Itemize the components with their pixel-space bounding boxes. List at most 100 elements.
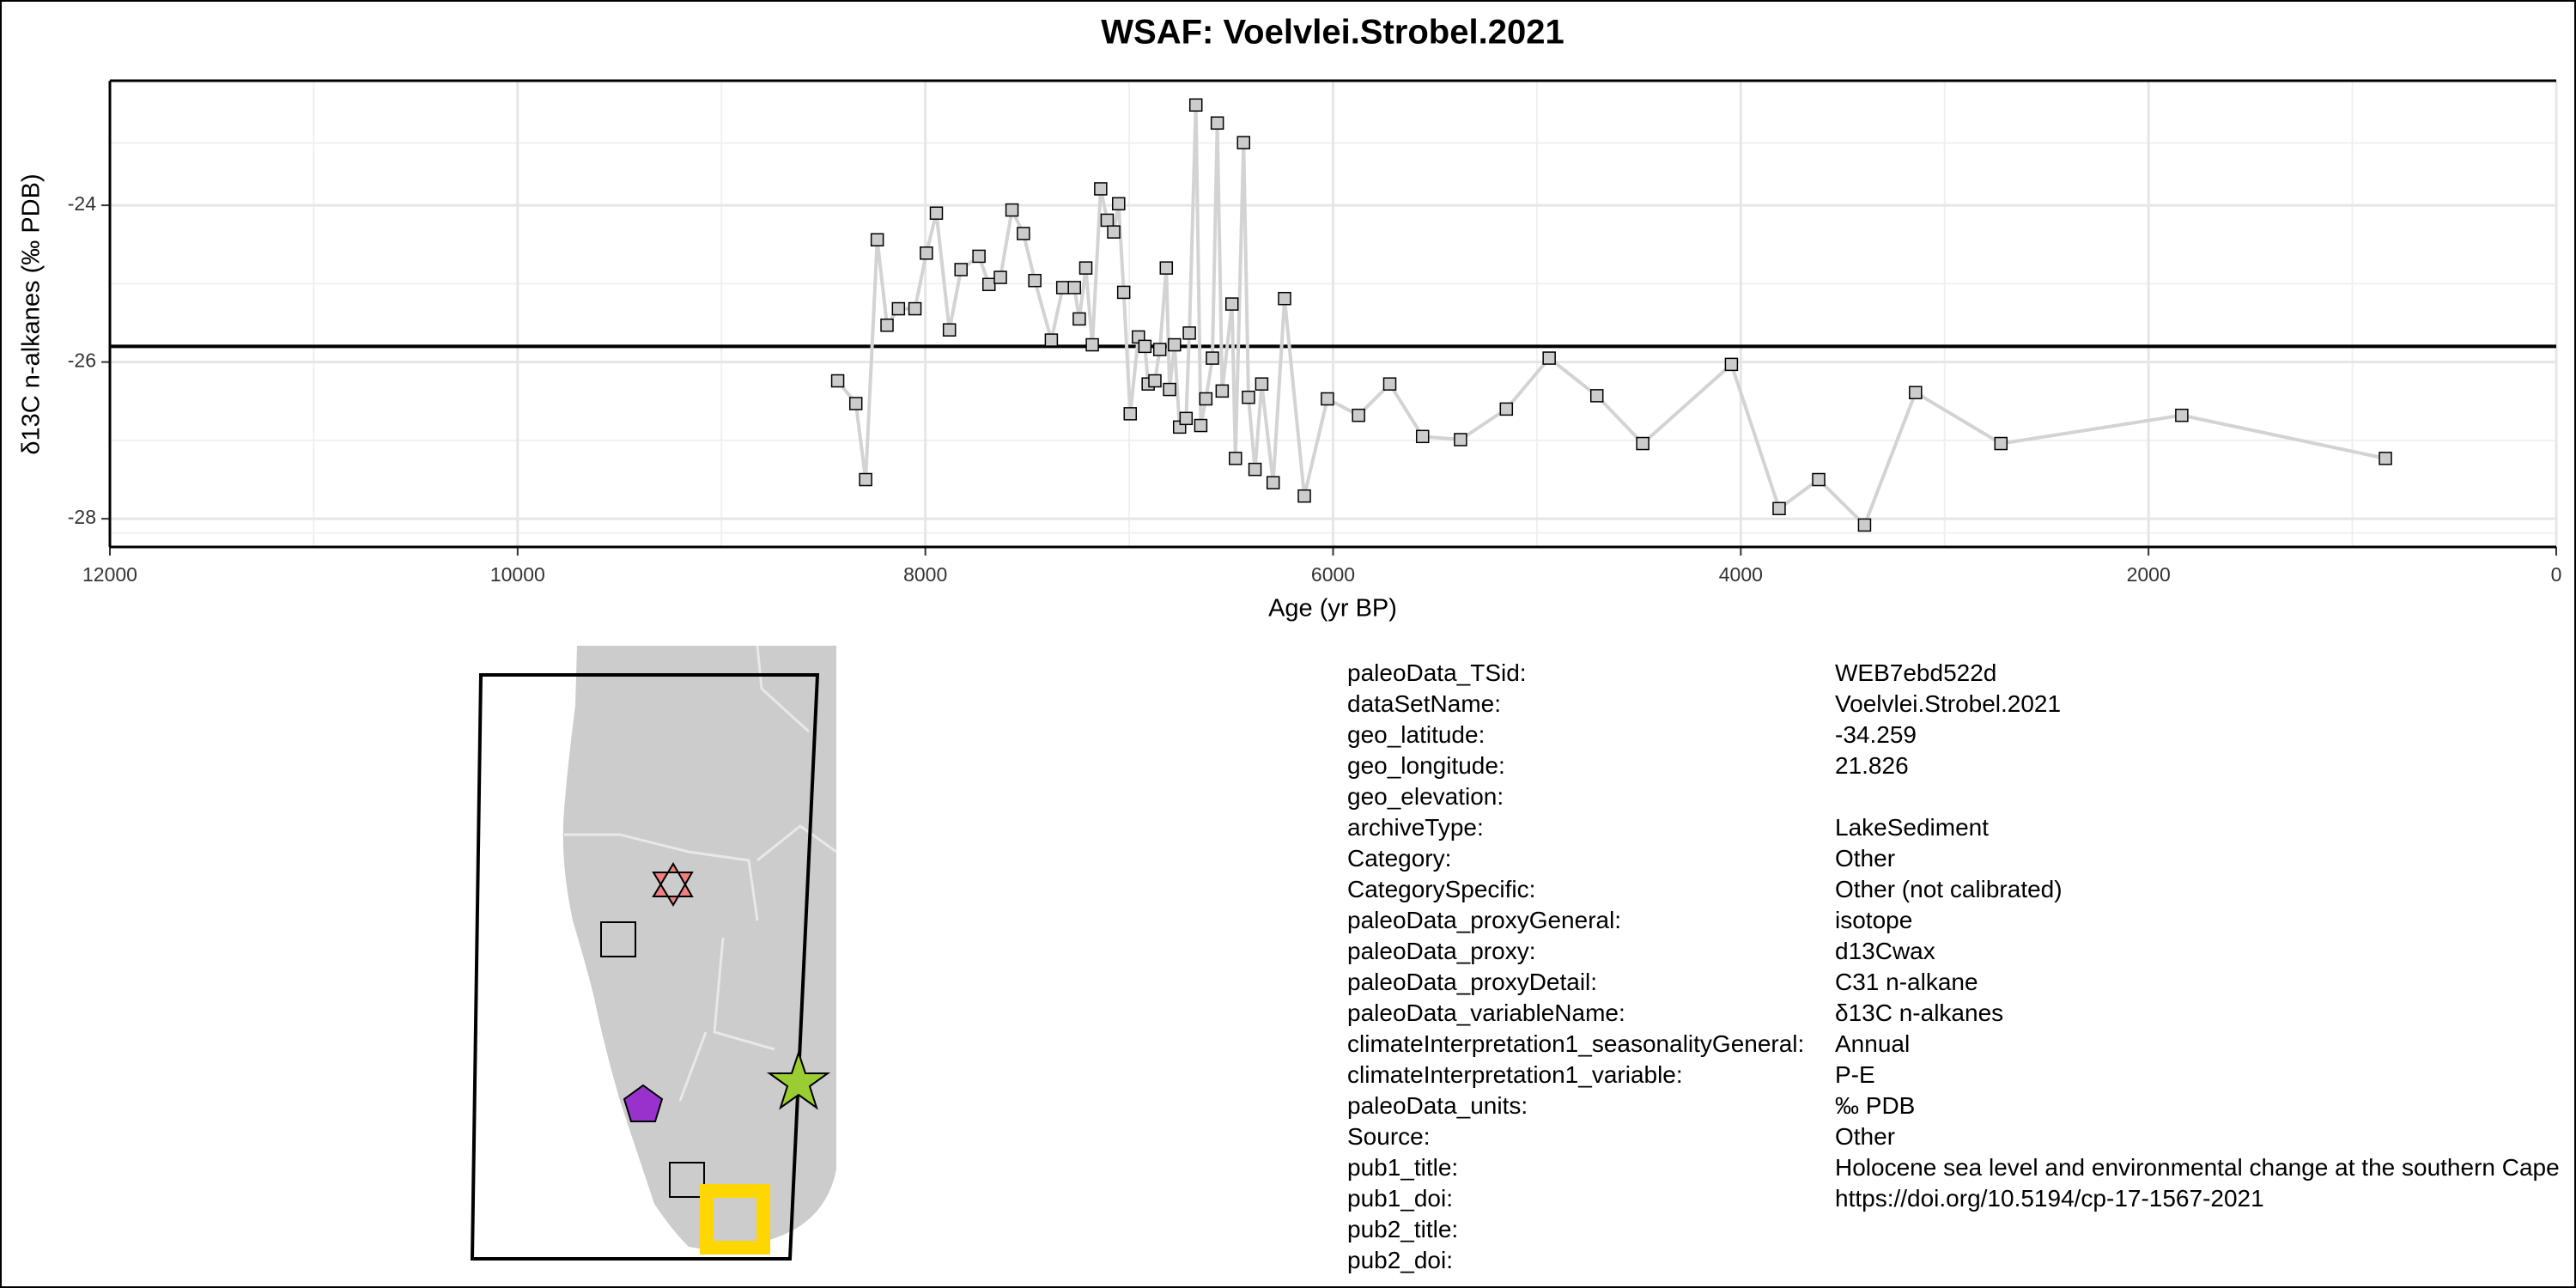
data-point xyxy=(2175,408,2189,422)
metadata-row: pub1_title: Holocene sea level and enviro… xyxy=(1347,1154,2574,1185)
data-point xyxy=(1542,351,1556,365)
data-point xyxy=(1094,182,1108,196)
data-point xyxy=(920,246,933,260)
x-tick-label: 2000 xyxy=(2127,563,2171,586)
y-tick-label: -26 xyxy=(68,349,96,372)
data-point xyxy=(1589,389,1604,403)
data-point xyxy=(1266,476,1280,489)
data-point xyxy=(1067,281,1081,295)
metadata-row: paleoData_variableName: δ13C n-alkanes xyxy=(1347,999,2574,1030)
metadata-key: dataSetName: xyxy=(1347,690,1501,717)
metadata-key: paleoData_proxyDetail: xyxy=(1347,969,1598,995)
data-point xyxy=(1182,326,1196,340)
data-point xyxy=(1199,392,1213,406)
data-point xyxy=(1123,407,1138,421)
metadata-key: paleoData_TSid: xyxy=(1347,659,1527,686)
data-point xyxy=(2379,452,2392,465)
data-point xyxy=(1724,357,1739,372)
data-point xyxy=(1454,433,1467,447)
metadata-key: climateInterpretation1_seasonalityGenera… xyxy=(1347,1030,1805,1057)
data-point xyxy=(1812,472,1826,487)
metadata-value: C31 n-alkane xyxy=(1835,969,1978,995)
metadata-key: paleoData_proxy: xyxy=(1347,938,1536,964)
metadata-row: paleoData_proxyDetail: C31 n-alkane xyxy=(1347,969,2574,999)
data-point xyxy=(942,323,957,337)
metadata-key: Source: xyxy=(1347,1123,1431,1150)
data-point xyxy=(1159,261,1174,275)
data-point xyxy=(1636,436,1649,451)
metadata-value: https://doi.org/10.5194/cp-17-1567-2021 xyxy=(1835,1185,2264,1212)
metadata-row: geo_elevation: xyxy=(1347,783,2574,814)
data-point xyxy=(1078,261,1093,275)
marker-star xyxy=(766,1049,831,1110)
data-point xyxy=(1138,339,1152,354)
data-point xyxy=(1242,390,1255,404)
metadata-key: pub1_doi: xyxy=(1347,1185,1454,1212)
map xyxy=(470,645,837,1261)
metadata-value: isotope xyxy=(1835,907,1913,933)
data-point xyxy=(1072,312,1086,326)
data-point xyxy=(1111,197,1126,211)
data-point xyxy=(1857,518,1872,532)
metadata-row: archiveType: LakeSediment xyxy=(1347,814,2574,845)
metadata-row: paleoData_units: ‰ PDB xyxy=(1347,1092,2574,1123)
x-tick-label: 10000 xyxy=(490,563,545,586)
data-point xyxy=(870,233,884,247)
marker-star6 xyxy=(652,862,694,907)
x-axis-label: Age (yr BP) xyxy=(1268,595,1397,623)
data-point xyxy=(1085,337,1099,352)
metadata-value: ‰ PDB xyxy=(1835,1092,1916,1119)
data-point xyxy=(1224,297,1239,311)
metadata-value: d13Cwax xyxy=(1835,938,1935,964)
metadata-value: P-E xyxy=(1835,1061,1875,1088)
metadata-key: Category: xyxy=(1347,845,1452,872)
metadata-row: dataSetName: Voelvlei.Strobel.2021 xyxy=(1347,690,2574,721)
data-point xyxy=(1248,462,1262,477)
data-point xyxy=(891,301,906,316)
data-point xyxy=(859,472,872,487)
metadata-row: climateInterpretation1_variable: P-E xyxy=(1347,1061,2574,1092)
data-point xyxy=(1194,418,1208,433)
metadata-row: geo_longitude: 21.826 xyxy=(1347,752,2574,783)
metadata-row: climateInterpretation1_seasonalityGenera… xyxy=(1347,1030,2574,1061)
data-point xyxy=(1116,285,1131,300)
data-point xyxy=(1215,384,1230,398)
data-point xyxy=(993,270,1007,284)
data-point xyxy=(1168,337,1182,352)
metadata-value: 21.826 xyxy=(1835,752,1909,779)
x-tick-label: 6000 xyxy=(1311,563,1355,586)
metadata-row: Source: Other xyxy=(1347,1123,2574,1154)
metadata-value: Other xyxy=(1835,845,1896,872)
metadata-value: δ13C n-alkanes xyxy=(1835,999,2004,1026)
y-tick-label: -28 xyxy=(68,506,96,528)
data-point xyxy=(1255,377,1269,391)
data-point xyxy=(1163,382,1176,397)
data-point xyxy=(1148,374,1162,388)
metadata-row: paleoData_proxyGeneral: isotope xyxy=(1347,907,2574,938)
metadata-key: geo_elevation: xyxy=(1347,783,1504,810)
data-point xyxy=(1772,501,1786,516)
data-point xyxy=(1297,489,1311,503)
metadata-value: LakeSediment xyxy=(1835,814,1990,841)
metadata-row: paleoData_proxy: d13Cwax xyxy=(1347,938,2574,969)
data-point xyxy=(1278,291,1291,306)
data-point xyxy=(1179,411,1194,426)
data-point xyxy=(1017,227,1030,240)
metadata-table: paleoData_TSid: WEB7ebd522d dataSetName: Vo… xyxy=(1347,659,2574,1278)
metadata-key: archiveType: xyxy=(1347,814,1484,841)
data-point xyxy=(848,397,863,410)
marker-pentagon xyxy=(623,1084,664,1122)
marker-site xyxy=(700,1184,770,1255)
data-point xyxy=(1152,343,1167,356)
metadata-value: -34.259 xyxy=(1835,721,1917,748)
borders xyxy=(564,645,837,1102)
metadata-row: geo_latitude: -34.259 xyxy=(1347,721,2574,752)
data-point xyxy=(929,206,944,220)
metadata-key: pub2_doi: xyxy=(1347,1247,1454,1273)
data-point xyxy=(981,277,996,292)
y-axis-label: δ13C n-alkanes (‰ PDB) xyxy=(18,173,46,454)
data-point xyxy=(1005,203,1019,217)
data-point xyxy=(1206,351,1219,365)
data-point xyxy=(972,249,986,264)
metadata-key: pub1_title: xyxy=(1347,1154,1459,1181)
